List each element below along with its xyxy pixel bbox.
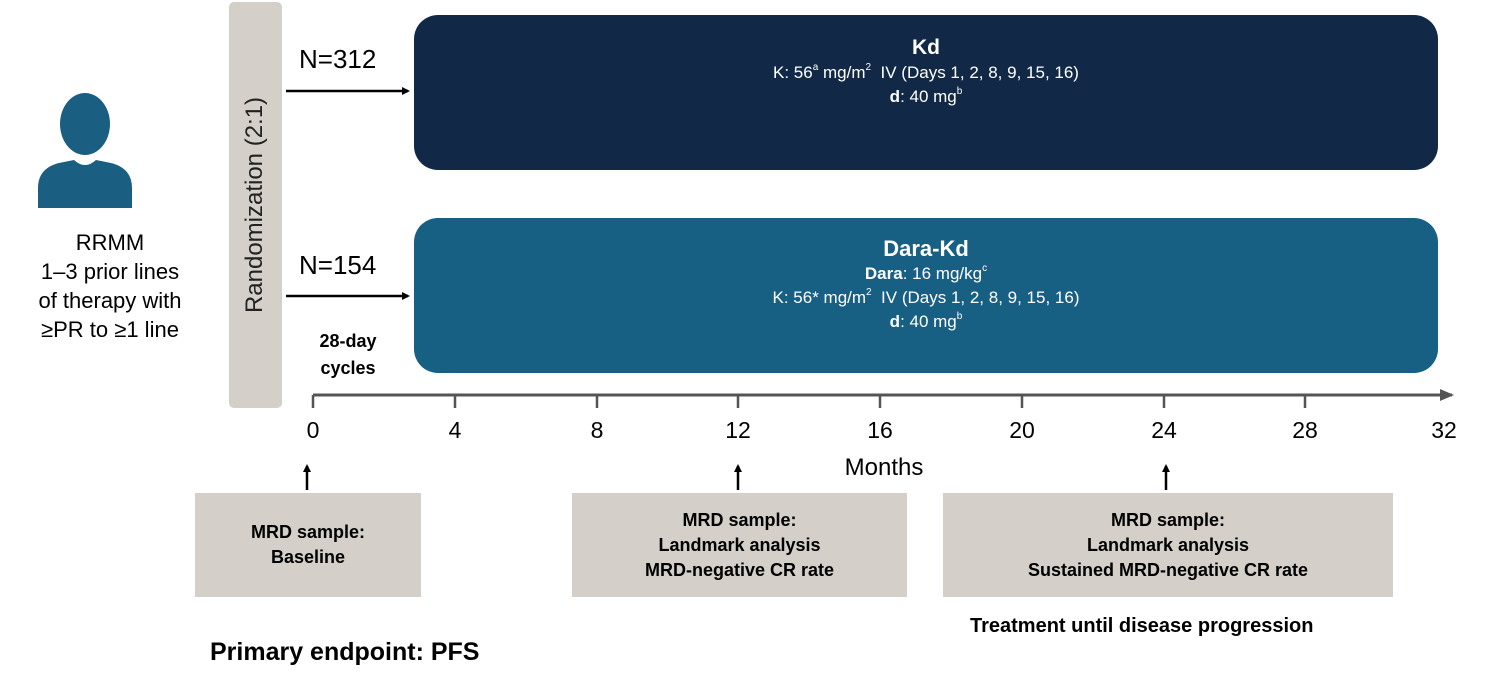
mrd-landmark-box: MRD sample: Landmark analysis MRD-negati… xyxy=(572,493,907,597)
kd-dexamethasone-dose: d: 40 mgb xyxy=(889,86,963,106)
box-line: MRD sample: xyxy=(682,509,797,530)
person-icon xyxy=(36,90,134,208)
box-line: MRD sample: xyxy=(250,522,366,542)
tick-label: 24 xyxy=(1151,417,1177,443)
dara-kd-carfilzomib-dose: K: 56* mg/m2 IV (Days 1, 2, 8, 9, 15, 16… xyxy=(772,287,1080,307)
arm1-n-label: N=312 xyxy=(299,44,377,74)
primary-endpoint: Primary endpoint: PFS xyxy=(210,638,480,666)
mrd-sustained-box: MRD sample: Landmark analysis Sustained … xyxy=(943,493,1393,597)
randomization-bar xyxy=(229,2,282,408)
kd-arm-box: Kd K: 56a mg/m2 IV (Days 1, 2, 8, 9, 15,… xyxy=(414,15,1438,170)
tick-label: 16 xyxy=(867,417,893,443)
treatment-note: Treatment until disease progression xyxy=(970,615,1314,637)
tick-label: 20 xyxy=(1009,417,1035,443)
tick-label: 32 xyxy=(1431,417,1457,443)
box-line: MRD-negative CR rate xyxy=(644,559,835,580)
dara-kd-daratumumab-dose: Dara: 16 mg/kgc xyxy=(864,263,988,283)
tick-label: 0 xyxy=(306,417,320,443)
kd-carfilzomib-dose: K: 56a mg/m2 IV (Days 1, 2, 8, 9, 15, 16… xyxy=(773,62,1079,82)
arm2-n-label: N=154 xyxy=(299,250,377,280)
dara-kd-arm-title: Dara-Kd xyxy=(883,236,969,261)
dara-kd-dexamethasone-dose: d: 40 mgb xyxy=(889,311,963,331)
patient-line: of therapy with xyxy=(38,288,182,313)
cycles-label: 28-day cycles xyxy=(300,328,396,382)
patient-line: ≥PR to ≥1 line xyxy=(41,317,179,342)
box-line: Baseline xyxy=(270,547,346,567)
box-line: Sustained MRD-negative CR rate xyxy=(1027,559,1309,580)
box-line: MRD sample: xyxy=(1110,509,1226,530)
kd-arm-title: Kd xyxy=(912,36,940,59)
tick-label: 8 xyxy=(590,417,604,443)
cycles-line: 28-day xyxy=(319,331,377,351)
patient-line: 1–3 prior lines xyxy=(40,259,180,284)
axis-label: Months xyxy=(844,454,924,481)
box-line: Landmark analysis xyxy=(1086,534,1250,555)
tick-label: 4 xyxy=(448,417,462,443)
dara-kd-arm-box: Dara-Kd Dara: 16 mg/kgc K: 56* mg/m2 IV … xyxy=(414,218,1438,373)
patient-line: RRMM xyxy=(75,230,145,255)
tick-label: 12 xyxy=(725,417,751,443)
cycles-line: cycles xyxy=(320,358,376,378)
patient-description: RRMM 1–3 prior lines of therapy with ≥PR… xyxy=(10,228,210,344)
mrd-baseline-box: MRD sample: Baseline xyxy=(195,493,421,597)
tick-label: 28 xyxy=(1292,417,1318,443)
axis-ticks xyxy=(311,395,1307,408)
box-line: Landmark analysis xyxy=(658,534,821,555)
